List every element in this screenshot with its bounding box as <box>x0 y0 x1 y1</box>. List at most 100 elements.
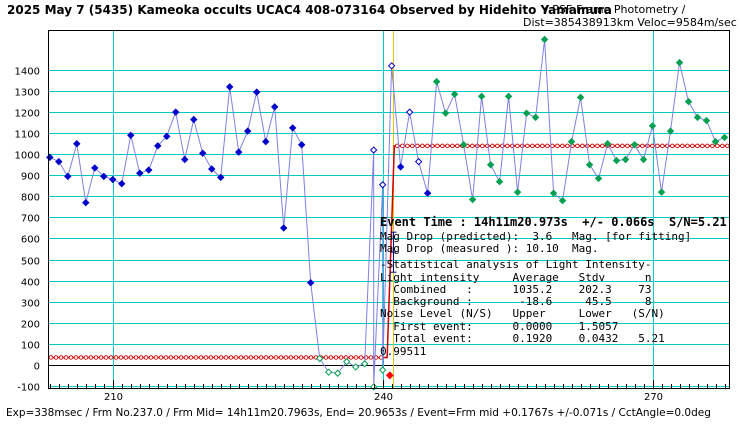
data-point-s0-10 <box>136 169 144 177</box>
fit-marker <box>560 143 565 149</box>
fit-marker <box>690 143 695 149</box>
fit-marker <box>455 143 460 149</box>
fit-marker <box>700 143 705 149</box>
fit-marker <box>183 355 189 360</box>
data-point-s0-2 <box>64 172 72 181</box>
fit-marker <box>308 355 314 360</box>
fit-marker <box>258 355 264 360</box>
fit-marker <box>695 143 700 149</box>
fit-marker <box>218 355 224 360</box>
data-point-s0-35 <box>414 157 423 166</box>
fit-marker <box>63 355 69 360</box>
data-point-s1-20 <box>540 35 549 44</box>
data-point-s0-18 <box>208 165 216 173</box>
fit-marker <box>495 143 500 149</box>
fit-marker <box>405 143 410 149</box>
data-point-s1-10 <box>450 90 459 98</box>
y-tick-label-600: 600 <box>21 235 40 246</box>
y-tick-label-0: 0 <box>34 362 40 373</box>
fit-curve <box>48 30 730 388</box>
data-point-s0-13 <box>163 132 171 141</box>
fit-marker <box>108 355 114 360</box>
fit-marker <box>555 143 560 149</box>
fit-marker <box>158 355 164 360</box>
data-point-s0-26 <box>279 224 288 232</box>
fit-marker <box>535 143 540 149</box>
fit-marker <box>228 355 234 360</box>
footer-info: Exp=338msec / Frm No.237.0 / Frm Mid= 14… <box>6 407 711 419</box>
fit-marker <box>243 355 249 360</box>
fit-marker <box>98 355 104 360</box>
analysis-line-1: Mag Drop (predicted): 3.6 Mag. [for fitt… <box>380 230 691 243</box>
y-tick-label-1400: 1400 <box>15 67 40 78</box>
fit-marker <box>705 143 710 149</box>
data-point-s0-17 <box>199 149 207 157</box>
fit-marker <box>725 143 730 149</box>
fit-marker <box>530 143 535 149</box>
fit-marker <box>575 143 580 149</box>
fit-marker <box>670 143 675 149</box>
y-tick-label-1200: 1200 <box>15 109 40 120</box>
fit-marker <box>420 143 425 149</box>
fit-marker <box>238 355 244 360</box>
y-tick-label-1000: 1000 <box>15 151 40 162</box>
data-point-s1-1 <box>324 368 333 376</box>
fit-marker <box>525 143 530 149</box>
data-point-s0-31 <box>378 181 387 189</box>
data-point-s1-40 <box>720 133 729 142</box>
fit-marker <box>173 355 179 360</box>
data-point-s1-37 <box>693 113 702 122</box>
fit-marker <box>298 355 304 360</box>
fit-marker <box>410 143 415 149</box>
analysis-line-6: Combined : 1035.2 202.3 73 <box>380 283 652 296</box>
fit-marker <box>273 355 279 360</box>
chart-title: 2025 May 7 (5435) Kameoka occults UCAC4 … <box>7 3 612 17</box>
data-point-s1-39 <box>711 137 720 146</box>
fit-marker <box>268 355 274 360</box>
analysis-line-2: Mag Drop (measured ): 10.10 Mag. <box>380 242 599 255</box>
data-point-s1-23 <box>567 137 576 146</box>
fit-marker <box>263 355 269 360</box>
data-point-s1-22 <box>558 196 567 205</box>
y-tick-label-1100: 1100 <box>15 130 40 141</box>
y-tick-label-400: 400 <box>21 278 40 289</box>
data-point-s0-28 <box>297 141 306 149</box>
fit-marker <box>58 355 64 360</box>
fit-marker <box>288 355 294 360</box>
data-point-s1-14 <box>486 161 495 169</box>
fit-marker <box>213 355 219 360</box>
fit-marker <box>328 355 334 360</box>
data-point-s1-8 <box>432 77 441 86</box>
geometry-label: Dist=385438913km Veloc=9584m/sec <box>523 16 737 29</box>
fit-marker <box>333 355 339 360</box>
fit-marker <box>600 143 605 149</box>
fit-marker <box>685 143 690 149</box>
data-point-s0-36 <box>423 189 432 197</box>
fit-marker <box>118 355 124 360</box>
data-point-s1-11 <box>459 141 468 149</box>
fit-marker <box>680 143 685 149</box>
fit-marker <box>73 355 79 360</box>
fit-marker <box>278 355 284 360</box>
data-point-s0-1 <box>55 157 63 166</box>
x-tick-label-210: 210 <box>104 392 123 403</box>
fit-marker <box>178 355 184 360</box>
analysis-line-11: 0.99511 <box>380 345 426 358</box>
fit-marker <box>103 355 109 360</box>
data-point-s0-4 <box>82 198 90 207</box>
fit-marker <box>660 143 665 149</box>
y-tick-label-900: 900 <box>21 172 40 183</box>
fit-marker <box>283 355 289 360</box>
data-point-s1-33 <box>657 188 666 196</box>
data-point-s0-8 <box>118 180 126 188</box>
fit-marker <box>450 143 455 149</box>
fit-marker <box>358 355 364 360</box>
fit-marker <box>303 355 309 360</box>
data-point-s1-5 <box>360 360 369 368</box>
data-point-s1-27 <box>603 140 612 148</box>
y-tick-label-100: 100 <box>21 341 40 352</box>
y-tick-label-500: 500 <box>21 257 40 268</box>
fit-marker <box>440 143 445 149</box>
data-point-s0-23 <box>253 88 261 96</box>
